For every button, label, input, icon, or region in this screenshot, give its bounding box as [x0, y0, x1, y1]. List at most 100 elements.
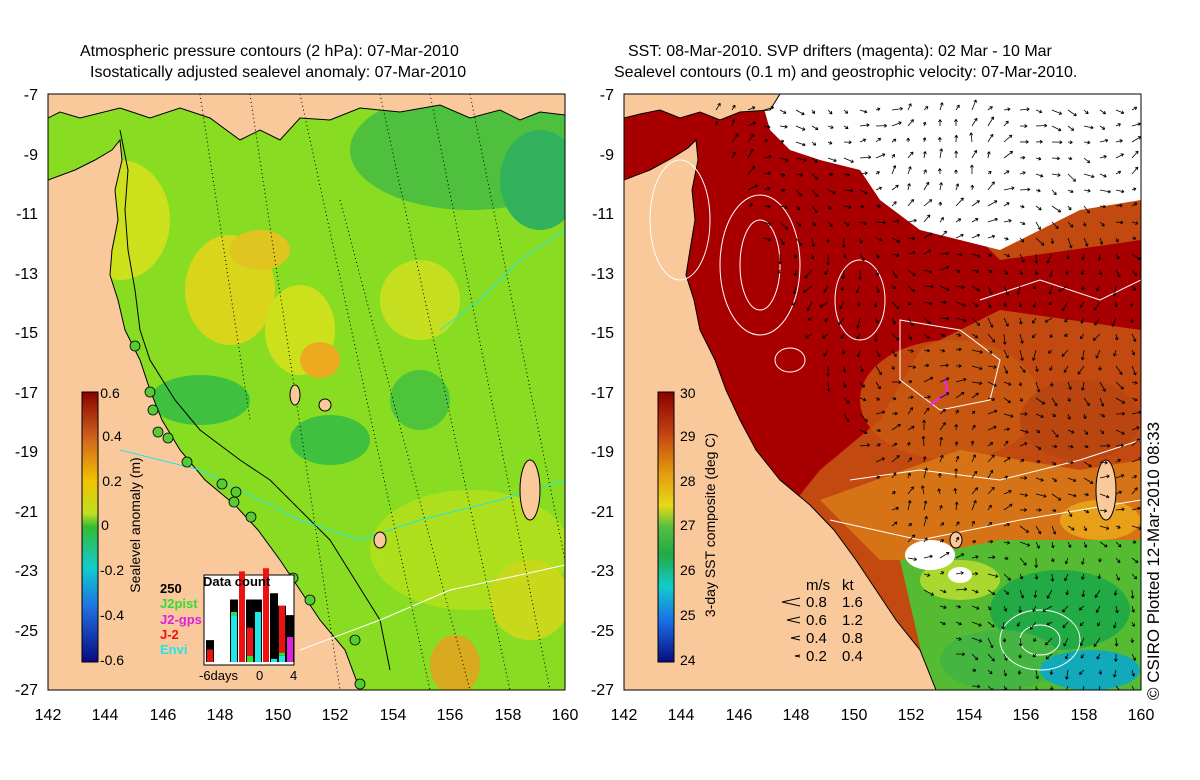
velocity-vector — [1098, 557, 1102, 563]
velocity-vector — [1082, 685, 1085, 690]
velocity-vector — [1080, 653, 1085, 659]
velocity-vector — [1003, 381, 1012, 386]
velocity-vector — [891, 317, 896, 325]
left-land-australia — [48, 138, 361, 690]
velocity-vector — [859, 413, 868, 423]
velocity-vector — [955, 301, 966, 307]
velocity-vector — [1080, 269, 1085, 275]
svg-text:-0.2: -0.2 — [100, 562, 124, 578]
svg-text:150: 150 — [265, 707, 292, 724]
velocity-vector — [874, 333, 878, 342]
velocity-vector — [1115, 237, 1119, 243]
velocity-vector — [955, 391, 965, 399]
velocity-vector — [1067, 156, 1073, 161]
velocity-vector — [731, 119, 736, 127]
velocity-vector — [923, 348, 930, 353]
svg-text:-25: -25 — [591, 623, 614, 640]
velocity-vector — [1115, 429, 1125, 435]
velocity-vector — [907, 534, 916, 543]
velocity-vector — [907, 119, 914, 127]
velocity-vector — [1032, 285, 1037, 290]
velocity-vector — [1046, 621, 1053, 626]
velocity-vector — [1003, 107, 1011, 112]
velocity-vector — [1019, 573, 1024, 580]
velocity-vector — [1112, 621, 1117, 629]
velocity-vector — [1019, 525, 1029, 533]
svg-text:-13: -13 — [591, 266, 614, 283]
velocity-vector — [1035, 493, 1047, 498]
velocity-vector — [827, 221, 833, 227]
velocity-vector — [1083, 541, 1088, 548]
velocity-vector — [763, 171, 771, 175]
svg-text:-7: -7 — [600, 87, 614, 104]
velocity-vector — [955, 409, 959, 415]
svg-text:146: 146 — [726, 707, 753, 724]
velocity-vector — [811, 173, 819, 180]
velocity-vector — [1083, 109, 1089, 115]
velocity-vector — [1079, 333, 1085, 340]
velocity-vector — [1003, 605, 1008, 612]
velocity-vector — [827, 109, 833, 115]
velocity-vector — [1019, 269, 1023, 276]
velocity-vector — [955, 652, 966, 657]
velocity-vector — [1046, 253, 1053, 264]
sst-colorbar-label: 3-day SST composite (deg C) — [702, 433, 718, 617]
svg-text:26: 26 — [680, 562, 696, 578]
svg-text:160: 160 — [1128, 707, 1155, 724]
velocity-vector — [939, 621, 946, 626]
velocity-vector — [1058, 285, 1069, 292]
velocity-vector — [1064, 557, 1069, 565]
velocity-vector — [859, 221, 867, 226]
svg-text:-21: -21 — [15, 504, 38, 521]
velocity-vector — [1095, 349, 1101, 359]
velocity-vector — [891, 380, 902, 385]
velocity-vector — [1019, 139, 1029, 144]
velocity-vector — [859, 237, 863, 244]
velocity-vector — [779, 139, 785, 144]
velocity-vector — [971, 454, 976, 463]
left-title-line2: Isostatically adjusted sealevel anomaly:… — [90, 64, 467, 81]
velocity-vector — [1079, 621, 1085, 627]
velocity-vector — [1051, 221, 1059, 229]
velocity-vector — [795, 141, 806, 147]
inset-bar-chart — [206, 568, 294, 662]
velocity-vector — [859, 253, 865, 262]
right-title-line2: Sealevel contours (0.1 m) and geostrophi… — [614, 64, 1078, 81]
velocity-vector — [907, 151, 914, 159]
svg-text:144: 144 — [92, 707, 119, 724]
velocity-vector — [763, 124, 771, 129]
velocity-vector — [971, 605, 980, 610]
velocity-vector — [922, 137, 927, 143]
inset-bar-j2pist — [247, 655, 253, 662]
inset-bar-j2 — [239, 571, 245, 662]
svg-text:158: 158 — [495, 707, 522, 724]
velocity-vector — [970, 164, 974, 175]
velocity-vector — [1129, 301, 1134, 307]
velocity-vector — [841, 269, 846, 280]
velocity-vector — [891, 269, 898, 279]
velocity-vector — [1115, 253, 1120, 260]
svg-text:148: 148 — [207, 707, 234, 724]
velocity-vector — [922, 121, 927, 127]
velocity-vector — [763, 221, 772, 226]
velocity-vector — [955, 571, 964, 575]
velocity-vector — [1081, 285, 1085, 291]
velocity-vector — [1051, 444, 1058, 449]
velocity-vector — [955, 637, 962, 641]
velocity-vector — [938, 473, 942, 479]
svg-text:25: 25 — [680, 607, 696, 623]
velocity-vector — [971, 410, 976, 415]
velocity-vector — [939, 589, 947, 594]
velocity-vector — [923, 106, 929, 111]
velocity-vector — [875, 204, 881, 208]
svg-text:-25: -25 — [15, 623, 38, 640]
svg-text:0.4: 0.4 — [806, 630, 827, 647]
velocity-vector — [873, 301, 878, 308]
velocity-vector — [987, 454, 995, 463]
velocity-vector — [907, 183, 911, 191]
velocity-vector — [1065, 269, 1070, 275]
velocity-vector — [1092, 333, 1101, 341]
velocity-vector — [891, 301, 900, 310]
velocity-vector — [922, 456, 927, 463]
velocity-vector — [1019, 187, 1031, 192]
